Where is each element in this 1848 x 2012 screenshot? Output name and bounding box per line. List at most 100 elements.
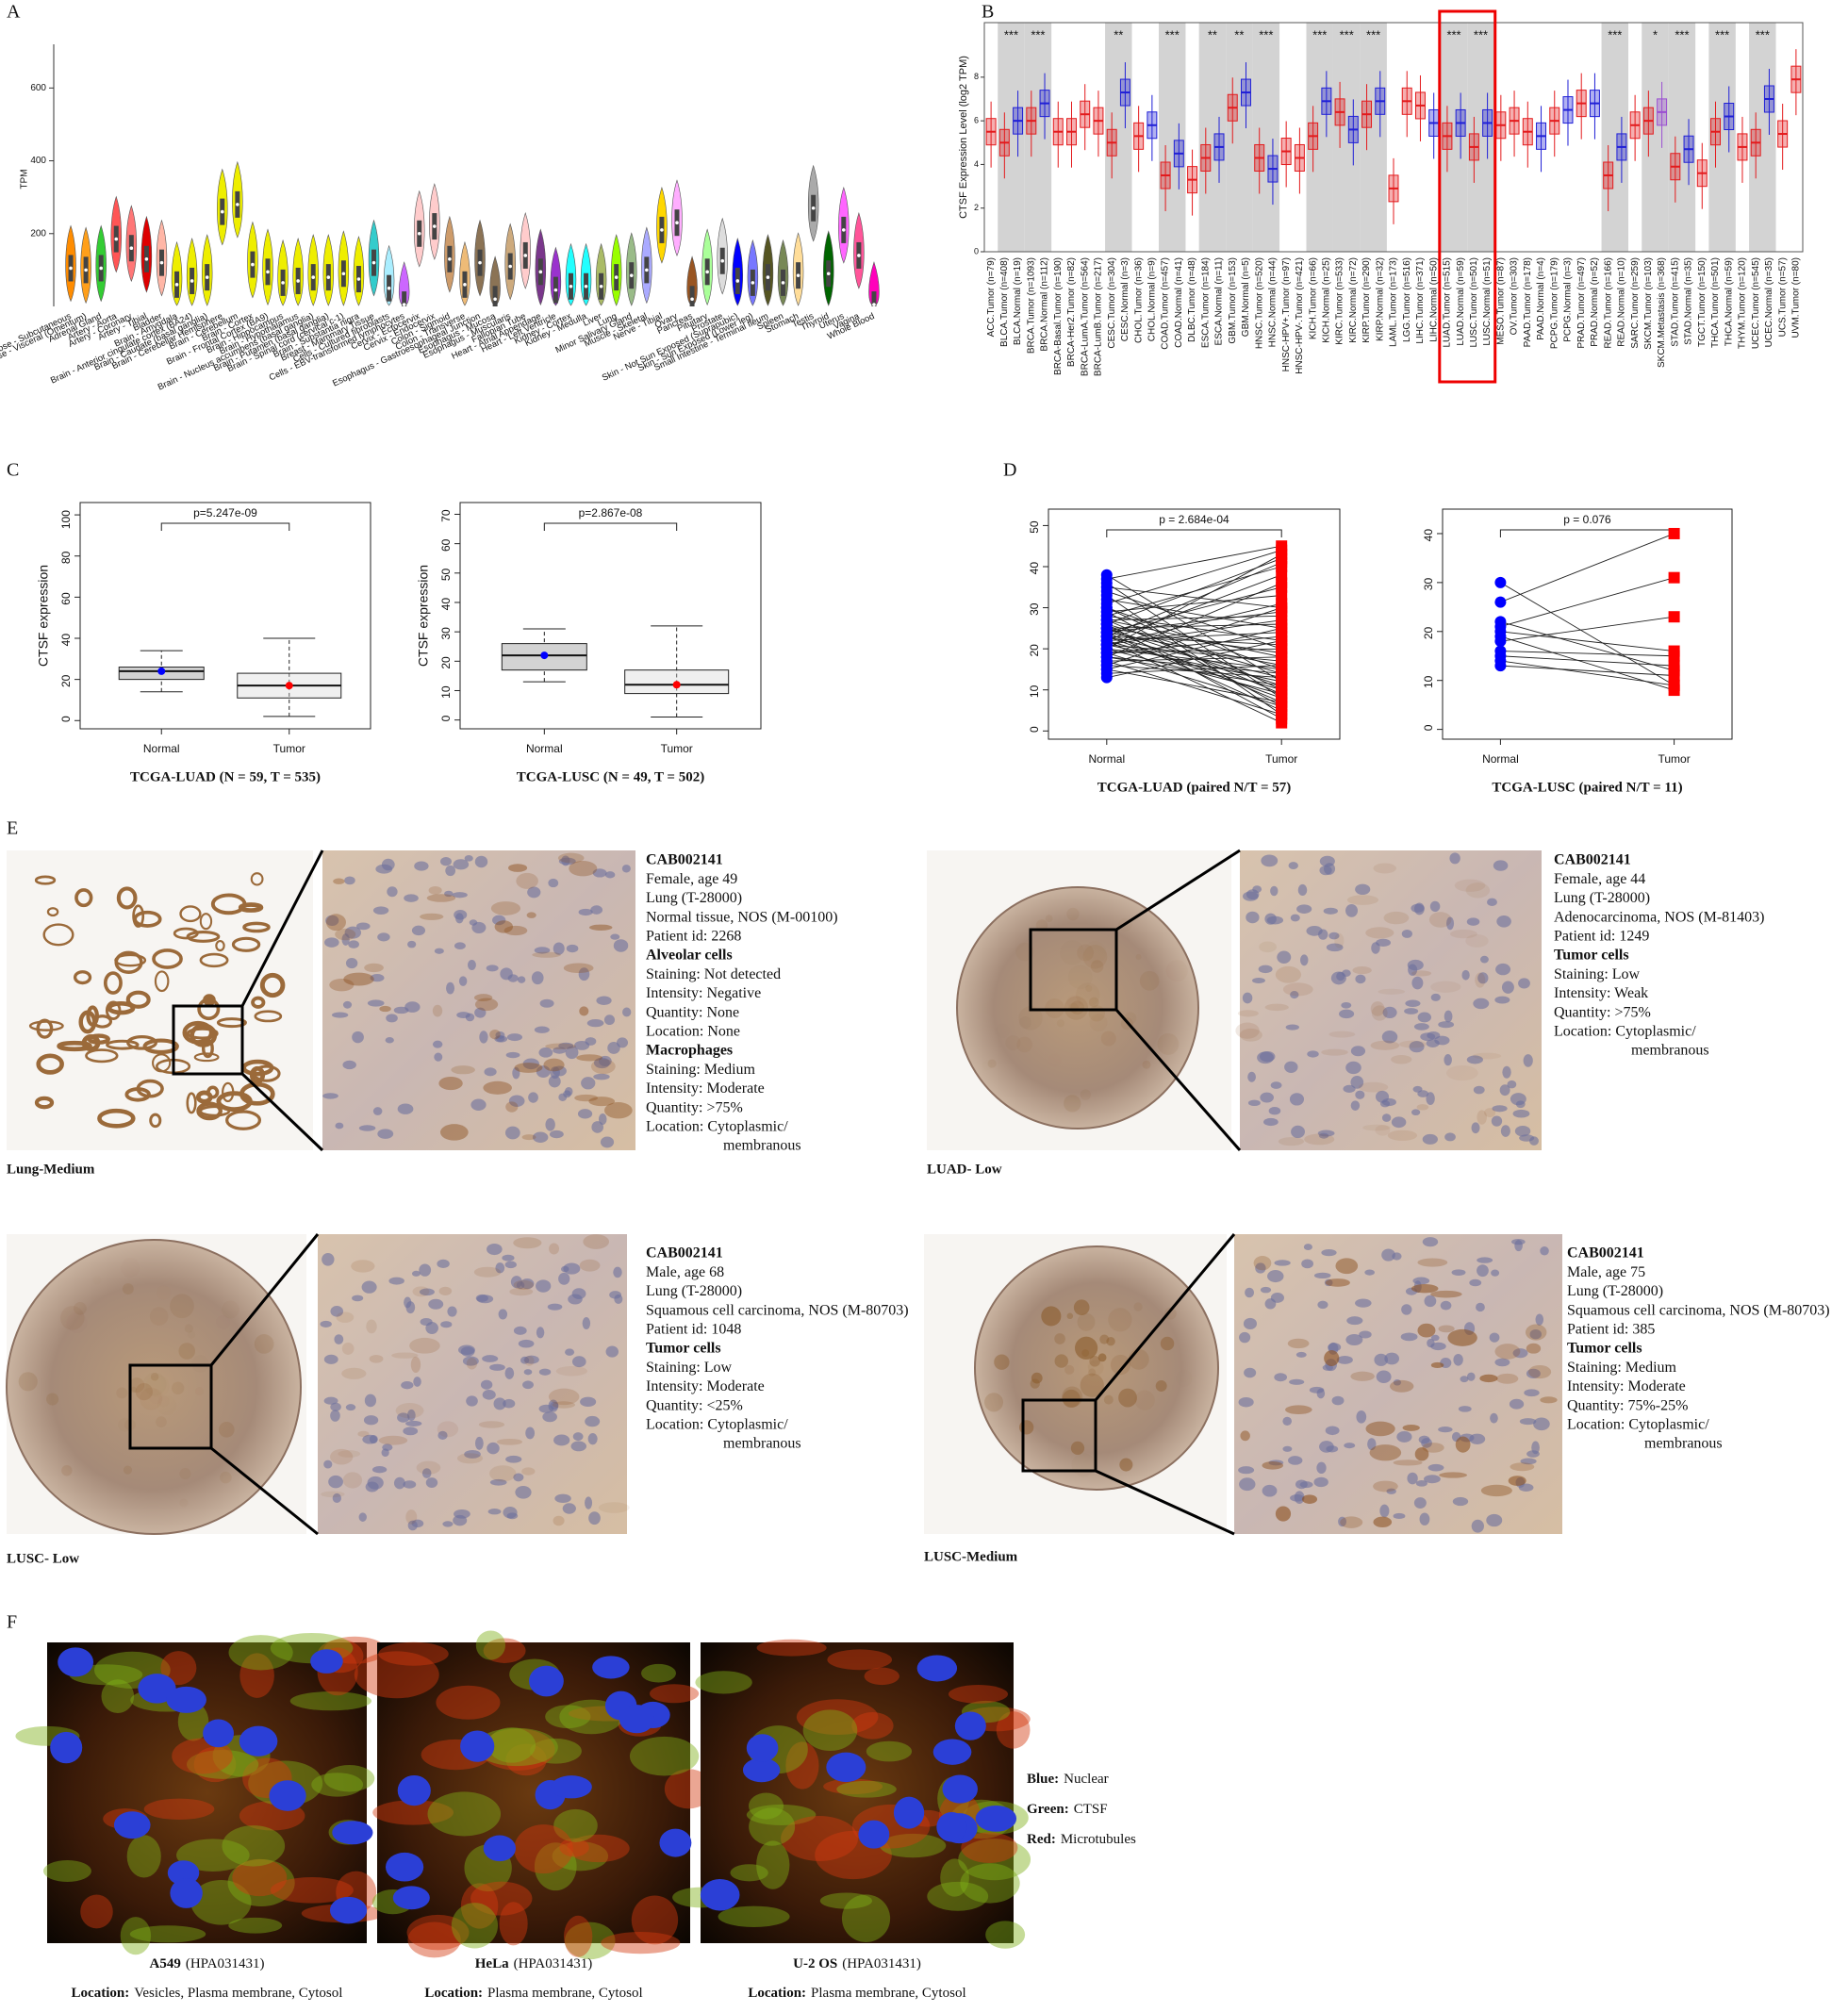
cell-stain [1371, 1005, 1388, 1021]
nucleus [592, 1656, 630, 1679]
cell-nucleus [582, 1317, 591, 1330]
cell-nucleus [475, 1294, 488, 1302]
x-tick-label: BRCA-Her2.Tumor (n=82) [1066, 257, 1077, 367]
cell-nucleus [1355, 1298, 1372, 1308]
cell-nucleus [1261, 854, 1279, 867]
ihc-info: Patient id: 1048 [646, 1321, 741, 1337]
tissue-fragment [186, 1092, 197, 1114]
violin-median [356, 277, 361, 281]
ihc-info: Tumor cells [1554, 948, 1629, 964]
cell-nucleus [1274, 1373, 1288, 1382]
tissue-fragment [114, 950, 143, 974]
cell-stain [1262, 1461, 1283, 1470]
ihc-info: Lung (T-28000) [1567, 1283, 1663, 1299]
cell-stain [557, 852, 585, 864]
cell-nucleus [393, 1476, 405, 1490]
cell-nucleus [348, 940, 359, 948]
y-tick-label: 40 [1028, 562, 1041, 575]
x-tick-label: UCS.Tumor (n=57) [1777, 257, 1788, 337]
tissue-stain [987, 1059, 997, 1068]
ihc-info: Staining: Low [646, 1360, 733, 1376]
tissue-stain [1082, 944, 1108, 969]
fluorescence-image [47, 1642, 367, 1943]
cell-stain [494, 920, 514, 933]
tissue-fragment [197, 998, 221, 1021]
cell-nucleus [1444, 1054, 1452, 1066]
ihc-info: membranous [723, 1138, 801, 1154]
cell-stain [379, 1005, 391, 1013]
violin-median [690, 297, 694, 302]
tissue-stain [1166, 960, 1188, 981]
cell-nucleus [1427, 1463, 1444, 1472]
y-tick-label: 70 [439, 509, 453, 522]
tissue-stain [170, 1294, 194, 1319]
cell-stain [1369, 1444, 1402, 1461]
tissue-stain [983, 1393, 1004, 1412]
cell-nucleus [370, 974, 385, 982]
cell-nucleus [1323, 907, 1338, 915]
cell-stain [1402, 1425, 1420, 1431]
cell-stain [1365, 927, 1394, 939]
cell-nucleus [474, 1007, 487, 1018]
cytoskeleton [796, 1699, 879, 1736]
cell-nucleus [1477, 972, 1489, 984]
tissue-stain [1073, 1299, 1090, 1316]
cell-stain [369, 1354, 384, 1363]
zoom-connector [240, 1072, 324, 1152]
cytoskeleton [756, 1639, 827, 1657]
cell-nucleus [1409, 1041, 1425, 1053]
cell-nucleus [1313, 1476, 1328, 1488]
pair-line [1106, 619, 1282, 658]
x-tick-label: BRCA-LumB.Tumor (n=217) [1094, 257, 1104, 376]
cell-nucleus [1452, 1496, 1469, 1507]
pair-line [1106, 660, 1282, 716]
cell-nucleus [1243, 891, 1259, 901]
cell-nucleus [1246, 911, 1260, 924]
cell-nucleus [1408, 964, 1418, 976]
cell-nucleus [1449, 852, 1460, 865]
tissue-fragment [133, 910, 162, 928]
cell-nucleus [1288, 862, 1298, 870]
cell-nucleus [1492, 1105, 1508, 1113]
cell-stain [410, 1356, 421, 1374]
cell-nucleus [1393, 1379, 1402, 1386]
tissue-stain [994, 1354, 1010, 1370]
cell-nucleus [1514, 1125, 1531, 1137]
x-tick-label: BRCA-Basal.Tumor (n=190) [1053, 257, 1064, 375]
nucleus [619, 1705, 655, 1734]
cell-nucleus [1466, 917, 1480, 926]
cytoskeleton [985, 1921, 1026, 1949]
cell-nucleus [512, 1066, 520, 1080]
tissue-fragment [34, 1096, 55, 1110]
x-tick-label: TGCT.Tumor (n=150) [1697, 257, 1708, 347]
tissue-stain [1142, 1060, 1151, 1069]
significance: *** [1340, 27, 1354, 41]
cell-nucleus [489, 1363, 505, 1371]
cell-nucleus [1494, 996, 1510, 1004]
tissue-stain [1080, 1089, 1091, 1100]
tissue-fragment [186, 1027, 219, 1040]
cell-nucleus [382, 1443, 393, 1451]
cell-nucleus [411, 1519, 424, 1528]
cell-nucleus [1316, 1461, 1327, 1475]
pair-line [1106, 668, 1282, 703]
pair-line [1106, 611, 1282, 634]
pair-line [1106, 656, 1282, 674]
significance: *** [1165, 27, 1180, 41]
location-value: Plasma membrane, Cytosol [811, 1986, 966, 2001]
cell-stain [333, 878, 345, 884]
cell-stain [1480, 1484, 1512, 1497]
cell-nucleus [538, 1404, 554, 1413]
tissue-stain [1108, 1308, 1132, 1332]
cell-nucleus [604, 871, 616, 879]
cell-nucleus [487, 1244, 503, 1256]
tissue-stain [1118, 1388, 1137, 1408]
violin-median [402, 303, 406, 306]
cell-stain [1373, 1516, 1393, 1527]
cell-nucleus [388, 1277, 404, 1285]
violin-median [159, 260, 164, 265]
x-tick-label: STAD.Tumor (n=415) [1670, 257, 1680, 347]
cell-nucleus [577, 1109, 593, 1119]
legend-key: Green: [1027, 1802, 1069, 1817]
paired-band [1668, 23, 1696, 252]
